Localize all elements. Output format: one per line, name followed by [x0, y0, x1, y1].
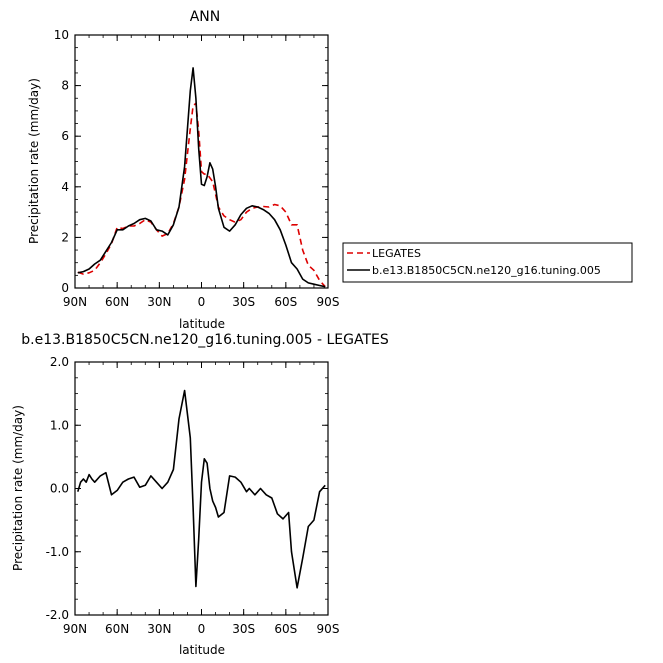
y-tick-label: 2.0 [50, 355, 69, 369]
y-axis-ticks: -2.0 -1.0 0.0 1.0 2.0 [46, 355, 328, 622]
legend-label-legates: LEGATES [372, 247, 421, 260]
x-tick-label: 90S [317, 622, 340, 636]
x-tick-label: 0 [198, 295, 206, 309]
x-axis-ticks: 90N 60N 30N 0 30S 60S 90S [63, 362, 340, 636]
x-axis-label: latitude [179, 317, 225, 331]
y-tick-label: -2.0 [46, 608, 69, 622]
series-line [77, 389, 326, 589]
y-tick-label: 10 [54, 28, 69, 42]
y-tick-label: 1.0 [50, 418, 69, 432]
chart-title: b.e13.B1850C5CN.ne120_g16.tuning.005 - L… [21, 332, 389, 348]
x-tick-label: 0 [198, 622, 206, 636]
zonal-mean-chart: ANN 0 2 4 6 8 10 90N 60N 30N 0 30S 60S 90S Precipit… [27, 9, 339, 331]
series-lines [77, 389, 326, 589]
y-tick-label: 8 [61, 79, 69, 93]
y-tick-label: -1.0 [46, 545, 69, 559]
x-tick-label: 30N [147, 622, 171, 636]
x-tick-label: 30S [232, 295, 255, 309]
y-axis-ticks: 0 2 4 6 8 10 [54, 28, 328, 295]
x-tick-label: 90S [317, 295, 340, 309]
y-tick-label: 6 [61, 129, 69, 143]
x-tick-label: 90N [63, 295, 87, 309]
x-tick-label: 60N [105, 622, 129, 636]
series-lines [77, 67, 326, 288]
x-axis-label: latitude [179, 643, 225, 657]
y-tick-label: 0 [61, 281, 69, 295]
x-tick-label: 90N [63, 622, 87, 636]
y-tick-label: 0.0 [50, 482, 69, 496]
x-tick-label: 30S [232, 622, 255, 636]
legend-label-model: b.e13.B1850C5CN.ne120_g16.tuning.005 [372, 264, 601, 277]
x-tick-label: 60S [274, 295, 297, 309]
series-line [77, 102, 326, 288]
x-axis-ticks: 90N 60N 30N 0 30S 60S 90S [63, 35, 340, 309]
x-tick-label: 60S [274, 622, 297, 636]
legend: LEGATES b.e13.B1850C5CN.ne120_g16.tuning… [342, 242, 633, 283]
x-tick-label: 60N [105, 295, 129, 309]
legend-box [342, 242, 633, 283]
x-tick-label: 30N [147, 295, 171, 309]
y-tick-label: 2 [61, 230, 69, 244]
chart-title: ANN [190, 9, 221, 25]
difference-chart: b.e13.B1850C5CN.ne120_g16.tuning.005 - L… [11, 332, 389, 657]
y-axis-label: Precipitation rate (mm/day) [27, 78, 41, 244]
series-line [77, 67, 326, 288]
y-axis-label: Precipitation rate (mm/day) [11, 405, 25, 571]
y-tick-label: 4 [61, 180, 69, 194]
